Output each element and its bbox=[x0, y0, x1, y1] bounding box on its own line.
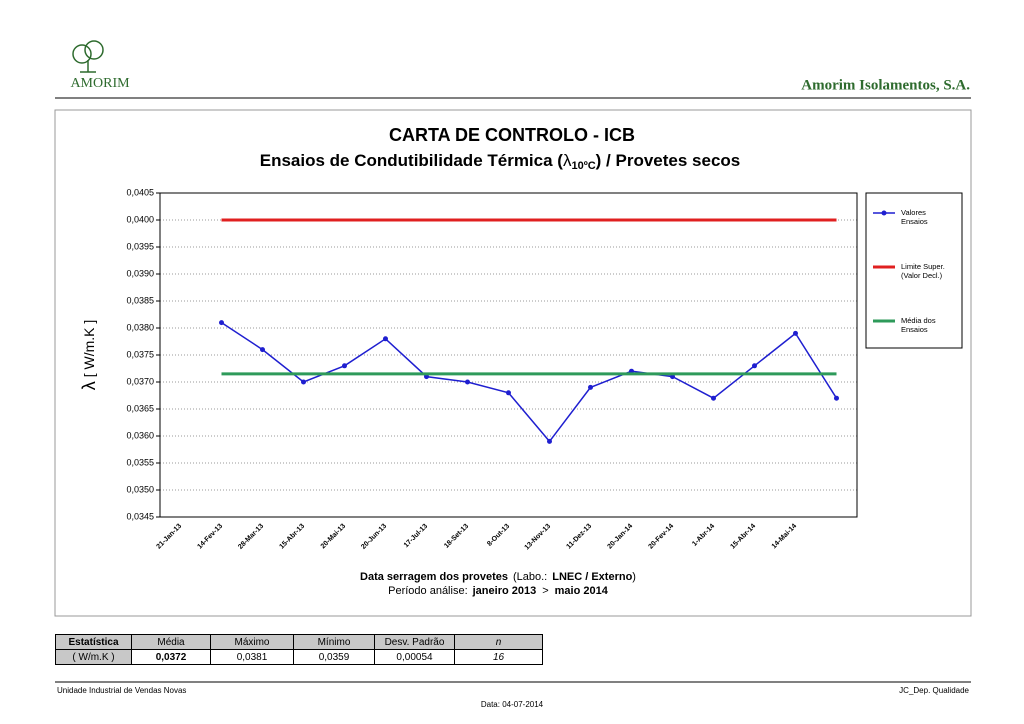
chart-title: CARTA DE CONTROLO - ICB bbox=[389, 125, 635, 145]
legend-label: Média dos Ensaios bbox=[901, 316, 936, 334]
table-cell: 16 bbox=[454, 649, 543, 665]
y-tick-label: 0,0400 bbox=[126, 214, 154, 224]
x-axis-label: Data serragem dos provetes (Labo.: LNEC / … bbox=[360, 571, 636, 583]
table-cell: Desv. Padrão bbox=[374, 634, 455, 650]
y-tick-label: 0,0360 bbox=[126, 430, 154, 440]
y-tick-label: 0,0355 bbox=[126, 457, 154, 467]
legend-label: Limite Super. (Valor Decl.) bbox=[901, 262, 945, 280]
legend-marker bbox=[881, 210, 887, 216]
stats-table: Estatística Média Máximo Mínimo Desv. Padrão… bbox=[55, 634, 543, 665]
legend-label: Valores Ensaios bbox=[901, 208, 928, 226]
table-cell: Estatística bbox=[55, 634, 132, 650]
y-tick-label: 0,0350 bbox=[126, 484, 154, 494]
data-point bbox=[301, 379, 306, 385]
y-tick-label: 0,0380 bbox=[126, 322, 154, 332]
table-cell: Mínimo bbox=[293, 634, 375, 650]
table-cell: Média bbox=[131, 634, 211, 650]
table-cell: 0,0359 bbox=[293, 649, 375, 665]
footer-right: JC_Dep. Qualidade bbox=[899, 686, 969, 695]
table-cell: n bbox=[454, 634, 543, 650]
x-label-part: > bbox=[542, 585, 548, 597]
y-tick-label: 0,0345 bbox=[126, 511, 154, 521]
table-header: Estatística Média Máximo Mínimo Desv. Padrão… bbox=[55, 634, 543, 650]
x-axis-label-2: Período análise: janeiro 2013 > maio 2014 bbox=[388, 585, 609, 597]
data-point bbox=[793, 330, 798, 336]
footer-date: Data: 04-07-2014 bbox=[481, 700, 544, 709]
data-point bbox=[465, 379, 470, 385]
y-tick-label: 0,0405 bbox=[126, 187, 154, 197]
table-cell: Máximo bbox=[210, 634, 294, 650]
y-tick-label: 0,0395 bbox=[126, 241, 154, 251]
x-label-part: ) bbox=[632, 571, 636, 583]
subtitle-pre: Ensaios de Condutibilidade Térmica ( bbox=[260, 151, 564, 170]
y-axis-label: λ [ W/m.K ] bbox=[79, 320, 99, 391]
table-cell: 0,0372 bbox=[131, 649, 211, 665]
data-point bbox=[260, 347, 265, 353]
chart-subtitle: Ensaios de Condutibilidade Térmica (λ10º… bbox=[260, 151, 741, 171]
table-row: ( W/m.K ) 0,0372 0,0381 0,0359 0,00054 16 bbox=[55, 649, 543, 665]
subtitle-post: ) / Provetes secos bbox=[596, 151, 741, 170]
x-label-part: maio 2014 bbox=[555, 585, 609, 597]
data-point bbox=[711, 395, 716, 401]
x-label-part: (Labo.: bbox=[513, 571, 547, 583]
data-point bbox=[506, 390, 511, 396]
data-point bbox=[588, 384, 593, 390]
data-point bbox=[834, 395, 839, 401]
data-point bbox=[752, 363, 757, 369]
data-point bbox=[383, 336, 388, 342]
table-cell: 0,00054 bbox=[374, 649, 455, 665]
table-cell: ( W/m.K ) bbox=[55, 649, 132, 665]
y-tick-label: 0,0390 bbox=[126, 268, 154, 278]
y-label-symbol: λ bbox=[79, 381, 99, 390]
footer-left: Unidade Industrial de Vendas Novas bbox=[57, 686, 186, 695]
y-tick-label: 0,0370 bbox=[126, 376, 154, 386]
x-label-part: Data serragem dos provetes bbox=[360, 571, 508, 583]
plot-border bbox=[159, 192, 858, 518]
company: Amorim Isolamentos, S.A. bbox=[801, 77, 970, 93]
subtitle-symbol: λ bbox=[563, 151, 572, 170]
y-label-unit: [ W/m.K ] bbox=[81, 320, 97, 378]
logo-text: AMORIM bbox=[70, 76, 130, 91]
subtitle-sub: 10ºC bbox=[571, 160, 595, 172]
y-tick-label: 0,0385 bbox=[126, 295, 154, 305]
table-cell: 0,0381 bbox=[210, 649, 294, 665]
y-tick-label: 0,0365 bbox=[126, 403, 154, 413]
plot: 0,0345 0,0350 0,0355 0,0360 0,0365 0,0370 0,03… bbox=[126, 187, 895, 551]
x-label-part: Período análise: bbox=[388, 585, 468, 597]
y-tick-label: 0,0375 bbox=[126, 349, 154, 359]
data-point bbox=[342, 363, 347, 369]
data-point bbox=[547, 438, 552, 444]
x-label-part: LNEC / Externo bbox=[552, 571, 632, 583]
logo-icon bbox=[72, 40, 104, 73]
data-point bbox=[219, 320, 224, 326]
x-label-part: janeiro 2013 bbox=[472, 585, 537, 597]
